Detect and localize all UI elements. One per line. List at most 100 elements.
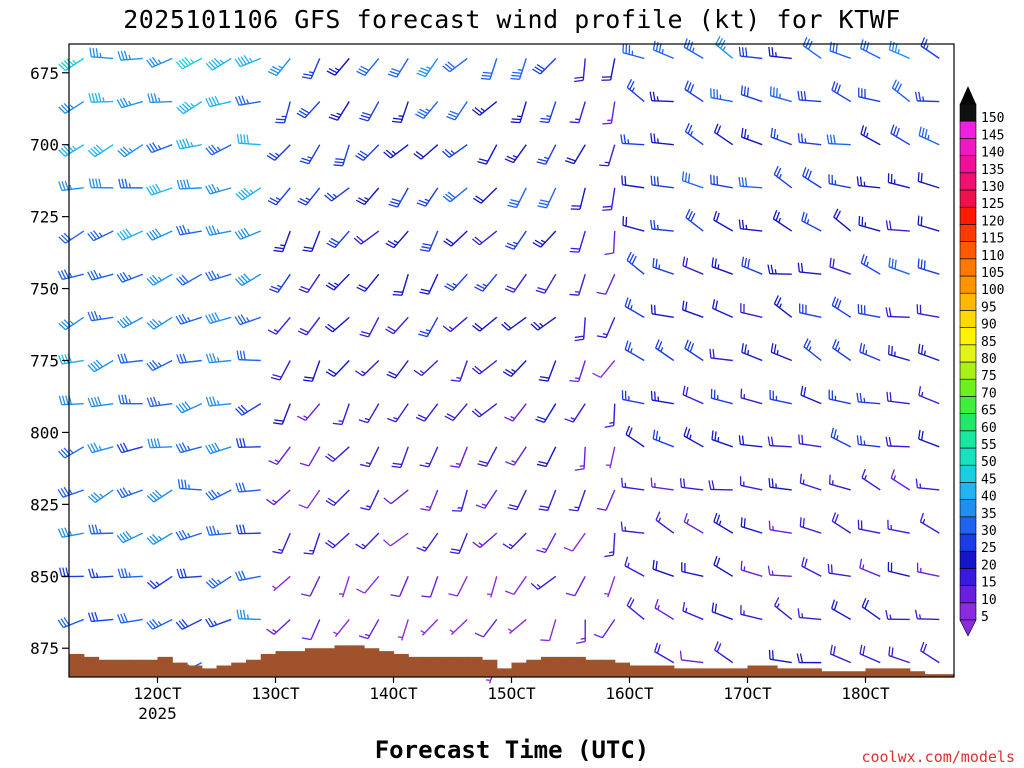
colorbar-label: 100 <box>981 283 1004 298</box>
wind-barb <box>504 403 527 422</box>
wind-barb <box>358 619 380 640</box>
wind-barb <box>118 178 143 189</box>
wind-barb <box>299 446 321 467</box>
wind-barb <box>116 442 143 454</box>
wind-barb <box>89 47 114 60</box>
terrain-column <box>69 653 85 677</box>
terrain-column <box>762 665 778 677</box>
wind-barb <box>301 58 321 80</box>
wind-barb <box>621 390 645 405</box>
wind-barb <box>58 316 85 331</box>
colorbar-label: 5 <box>981 610 989 625</box>
wind-barb <box>538 360 557 382</box>
wind-barb <box>861 468 881 491</box>
wind-barb <box>477 144 498 165</box>
wind-barb <box>387 58 409 78</box>
terrain-column <box>437 656 454 677</box>
wind-barb <box>713 512 734 534</box>
wind-barb <box>57 486 84 498</box>
wind-barb <box>385 230 409 249</box>
wind-barb <box>856 392 881 405</box>
wind-barb <box>740 517 763 534</box>
wind-barb <box>652 559 674 577</box>
wind-barb <box>87 269 114 281</box>
wind-barb <box>146 316 173 330</box>
wind-barb <box>507 618 527 635</box>
terrain-column <box>526 659 542 677</box>
wind-barb <box>570 187 586 210</box>
wind-barb <box>273 230 291 253</box>
wind-barb <box>831 296 852 318</box>
wind-barb <box>275 101 291 124</box>
wind-barb <box>797 133 822 146</box>
wind-barb <box>768 478 792 491</box>
wind-barb <box>87 144 114 158</box>
wind-barb <box>574 317 586 342</box>
wind-barb <box>58 144 85 157</box>
wind-barb <box>477 446 498 467</box>
wind-barb <box>505 230 527 250</box>
wind-barb <box>769 86 792 103</box>
terrain-column <box>924 674 940 677</box>
wind-barb <box>569 230 586 253</box>
wind-barb <box>767 565 792 577</box>
colorbar-swatch <box>959 499 977 518</box>
wind-barb <box>116 315 144 329</box>
wind-barb <box>177 479 202 491</box>
wind-barb <box>442 57 468 73</box>
wind-barb <box>574 58 586 83</box>
wind-barb <box>507 489 527 511</box>
wind-barb <box>146 183 173 196</box>
wind-barb <box>176 100 203 115</box>
wind-barb <box>831 81 852 103</box>
colorbar-label: 55 <box>981 438 997 453</box>
wind-barb <box>684 80 704 103</box>
wind-barb <box>536 144 557 165</box>
wind-barb <box>626 251 645 275</box>
wind-barb <box>530 316 557 331</box>
wind-barb <box>713 123 734 146</box>
terrain-column <box>496 668 513 677</box>
wind-barb <box>857 304 881 319</box>
wind-barb <box>117 353 143 364</box>
wind-barb <box>452 489 468 512</box>
wind-barb <box>593 619 616 639</box>
wind-barb <box>270 360 291 381</box>
wind-barb <box>920 37 940 59</box>
wind-barb <box>442 316 468 333</box>
terrain-column <box>880 668 896 677</box>
wind-barb <box>272 532 291 554</box>
wind-barb <box>797 608 822 621</box>
wind-barb <box>449 532 468 555</box>
y-tick-label: 725 <box>30 208 59 227</box>
wind-barb <box>650 219 674 232</box>
wind-barb <box>420 230 439 252</box>
wind-barb <box>236 133 261 146</box>
wind-barb <box>57 269 84 281</box>
wind-barb <box>830 427 852 448</box>
wind-barb <box>175 56 203 70</box>
wind-barb <box>535 273 557 294</box>
wind-barb <box>681 562 704 577</box>
wind-barb <box>539 101 557 124</box>
wind-barb <box>117 50 143 61</box>
wind-barb <box>325 360 350 377</box>
wind-barb <box>175 313 202 325</box>
wind-barb <box>918 126 940 146</box>
wind-barb <box>205 312 232 324</box>
wind-barb <box>655 511 675 534</box>
wind-barb <box>502 360 527 378</box>
x-tick-label: 12OCT <box>133 684 182 703</box>
source-credit[interactable]: coolwx.com/models <box>861 748 1015 766</box>
wind-barb <box>205 225 232 236</box>
wind-barb <box>301 619 321 641</box>
wind-barb <box>298 489 321 509</box>
wind-barb <box>679 650 704 664</box>
terrain-column <box>614 662 631 677</box>
y-tick-label: 850 <box>30 567 59 586</box>
wind-barb <box>444 403 468 422</box>
wind-barb <box>175 273 203 286</box>
wind-barb <box>444 273 468 292</box>
wind-barb <box>205 617 232 628</box>
wind-barb <box>768 46 792 60</box>
